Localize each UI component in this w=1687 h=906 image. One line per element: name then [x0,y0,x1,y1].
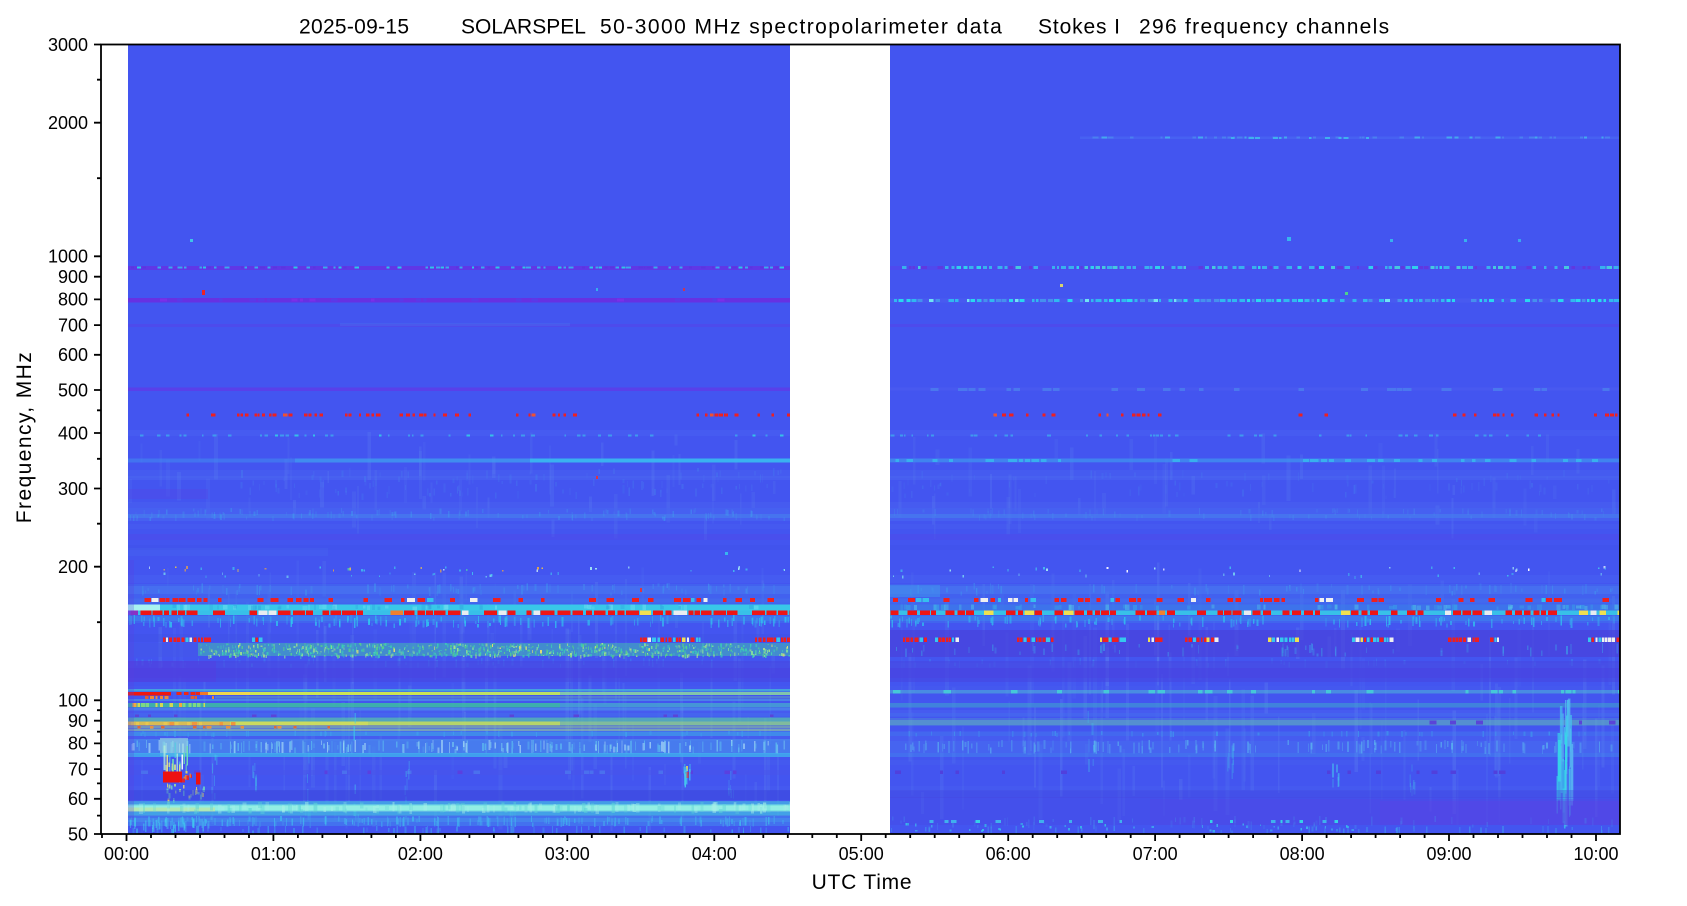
svg-text:1000: 1000 [48,247,88,267]
svg-text:800: 800 [58,290,88,310]
svg-text:06:00: 06:00 [986,844,1031,864]
svg-text:00:00: 00:00 [104,844,149,864]
svg-text:04:00: 04:00 [692,844,737,864]
svg-text:UTC Time: UTC Time [812,871,913,894]
svg-text:Stokes I: Stokes I [1038,16,1121,39]
svg-text:700: 700 [58,315,88,335]
svg-text:2000: 2000 [48,113,88,133]
svg-text:Frequency, MHz: Frequency, MHz [13,351,36,523]
svg-text:200: 200 [58,557,88,577]
svg-text:03:00: 03:00 [545,844,590,864]
svg-text:07:00: 07:00 [1133,844,1178,864]
svg-text:500: 500 [58,380,88,400]
svg-text:3000: 3000 [48,35,88,55]
svg-text:90: 90 [68,711,88,731]
svg-text:80: 80 [68,734,88,754]
svg-text:900: 900 [58,267,88,287]
svg-text:SOLARSPEL: SOLARSPEL [461,16,586,39]
svg-text:05:00: 05:00 [839,844,884,864]
svg-text:09:00: 09:00 [1426,844,1471,864]
svg-text:50: 50 [68,824,88,844]
svg-text:01:00: 01:00 [251,844,296,864]
svg-text:300: 300 [58,479,88,499]
svg-text:02:00: 02:00 [398,844,443,864]
svg-text:50-3000 MHz spectropolarimeter: 50-3000 MHz spectropolarimeter data [600,16,1003,39]
svg-text:400: 400 [58,423,88,443]
svg-text:296 frequency channels: 296 frequency channels [1139,16,1390,39]
svg-text:70: 70 [68,759,88,779]
svg-text:10:00: 10:00 [1573,844,1618,864]
svg-text:100: 100 [58,691,88,711]
svg-text:60: 60 [68,789,88,809]
svg-text:08:00: 08:00 [1280,844,1325,864]
svg-text:2025-09-15: 2025-09-15 [299,16,409,39]
svg-text:600: 600 [58,345,88,365]
